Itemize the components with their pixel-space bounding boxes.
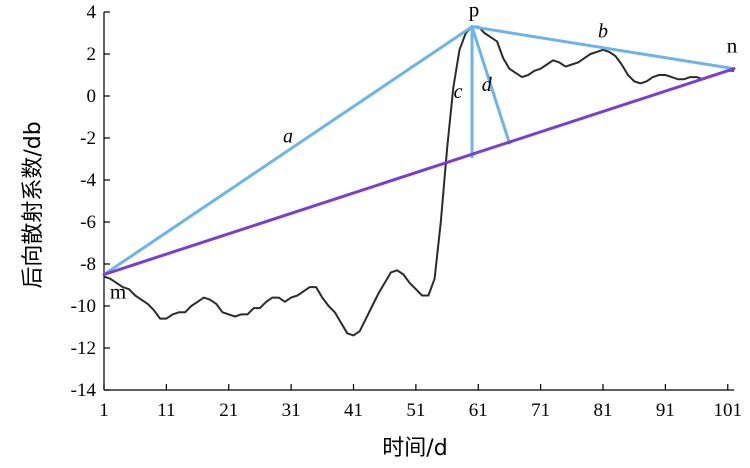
x-tick-label: 31 — [282, 400, 301, 421]
y-tick-label: 0 — [87, 86, 97, 107]
segment-c-label: c — [454, 81, 463, 103]
x-axis-title: 时间/d — [382, 436, 447, 461]
segment-d-line — [470, 25, 511, 145]
x-tick-label: 41 — [344, 400, 363, 421]
y-tick-label: -6 — [80, 212, 96, 233]
segment-b-label: b — [598, 21, 608, 43]
y-tick-label: 4 — [87, 2, 97, 23]
x-tick-label: 61 — [469, 400, 488, 421]
y-tick-label: 2 — [87, 44, 97, 65]
point-m-label: m — [110, 280, 126, 304]
x-tick-label: 91 — [656, 400, 675, 421]
x-tick-label: 71 — [531, 400, 550, 421]
segment-layer — [102, 25, 736, 276]
segment-b-line — [470, 25, 736, 71]
y-tick-label: -14 — [71, 380, 97, 401]
x-tick-label: 101 — [714, 400, 743, 421]
x-tick-label: 21 — [219, 400, 238, 421]
point-n-label: n — [727, 34, 738, 58]
series-layer — [103, 25, 734, 337]
baseline-mn-line — [102, 67, 736, 276]
y-tick-label: -4 — [80, 170, 96, 191]
point-p-label: p — [469, 0, 480, 22]
axes-layer: 420-2-4-6-8-10-12-141 11 21 31 41 51 61 71 81 91 1… — [71, 2, 742, 421]
segment-a-label: a — [283, 126, 293, 148]
y-axis-title: 后向散射系数/db — [21, 121, 46, 288]
backscatter-series-line — [103, 25, 734, 337]
x-tick-label: 81 — [594, 400, 613, 421]
y-tick-label: -8 — [80, 254, 96, 275]
x-tick-label: 51 — [406, 400, 425, 421]
y-tick-label: -2 — [80, 128, 96, 149]
label-layer: a b c d m p n — [110, 0, 738, 304]
y-tick-label: -10 — [71, 296, 96, 317]
segment-a-line — [102, 25, 474, 276]
segment-d-label: d — [482, 74, 493, 96]
y-tick-label: -12 — [71, 338, 96, 359]
x-tick-label: 1 — [99, 400, 109, 421]
x-tick-label: 11 — [157, 400, 175, 421]
